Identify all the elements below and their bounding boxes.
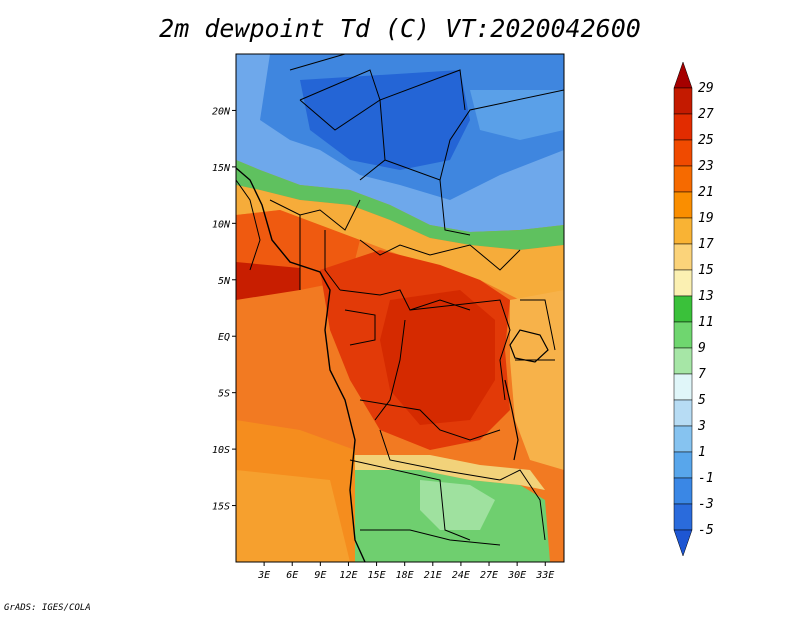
colorbar-label: 3: [697, 419, 706, 434]
colorbar-label: 21: [698, 185, 714, 200]
lon-tick-label: 27E: [480, 570, 498, 581]
colorbar-swatch: [673, 503, 693, 531]
colorbar-swatch: [673, 529, 693, 557]
dewpoint-field: [236, 54, 564, 562]
colorbar-swatch: [673, 321, 693, 349]
latitude-axis: 20N 15N 10N 5N EQ 5S 10S 15S: [212, 106, 236, 513]
colorbar-label: 23: [698, 159, 714, 174]
lon-tick-label: 30E: [507, 570, 526, 581]
colorbar-label: -5: [698, 523, 714, 538]
colorbar-swatch: [673, 373, 693, 401]
lon-tick-label: 21E: [424, 570, 442, 581]
colorbar-swatch: [673, 165, 693, 193]
lake-victoria-shore: [509, 329, 549, 363]
colorbar-swatch: [673, 191, 693, 219]
colorbar-swatch: [673, 139, 693, 167]
lon-tick-label: 24E: [452, 570, 470, 581]
country-borders: [236, 54, 564, 546]
map-frame: [235, 53, 565, 563]
colorbar-label: 17: [698, 237, 714, 252]
lon-tick-label: 15E: [368, 570, 386, 581]
coastline: [236, 167, 366, 562]
colorbar-swatch: [673, 113, 693, 141]
lat-tick-label: 15N: [212, 163, 231, 174]
colorbar-swatch: [673, 477, 693, 505]
grads-credit: GrADS: IGES/COLA: [4, 603, 91, 613]
colorbar-label: 25: [698, 133, 714, 148]
colorbar-swatch: [673, 217, 693, 245]
colorbar-label: 1: [698, 445, 706, 460]
colorbar-label: -1: [698, 471, 714, 486]
lat-tick-label: 10S: [212, 445, 230, 456]
colorbar-label: 15: [698, 263, 714, 278]
colorbar-swatch: [673, 347, 693, 375]
colorbar-label: 7: [698, 367, 706, 382]
lon-tick-label: 9E: [314, 570, 326, 581]
lon-tick-label: 12E: [339, 570, 357, 581]
colorbar-swatch: [673, 269, 693, 297]
colorbar-swatch: [673, 87, 693, 115]
colorbar-label: 29: [698, 81, 714, 96]
longitude-axis: 3E 6E 9E 12E 15E 18E 21E 24E 27E 30E 33E: [257, 562, 554, 581]
colorbar-swatch: [673, 243, 693, 271]
colorbar-swatch: [673, 61, 693, 89]
lon-tick-label: 6E: [286, 570, 298, 581]
lat-tick-label: 10N: [212, 219, 231, 230]
colorbar-label: 27: [698, 107, 714, 122]
colorbar-label: 19: [698, 211, 714, 226]
colorbar-swatch: [673, 425, 693, 453]
colorbar-label: 9: [698, 341, 706, 356]
lake-tanganyika-shore: [504, 379, 519, 461]
colorbar: 29 27 25 23 21 19 17 15 13 11 9 7 5 3 1 -1 -3 -5: [673, 61, 714, 557]
colorbar-label: -3: [698, 497, 714, 512]
colorbar-label: 13: [698, 289, 714, 304]
colorbar-swatch: [673, 451, 693, 479]
lat-tick-label: 20N: [212, 106, 231, 117]
colorbar-label: 11: [698, 315, 714, 330]
lon-tick-label: 18E: [396, 570, 414, 581]
chart-title: 2m dewpoint Td (C) VT:2020042600: [159, 14, 641, 43]
lat-tick-label: 5S: [218, 389, 230, 400]
lat-tick-label: 15S: [212, 502, 230, 513]
colorbar-swatch: [673, 399, 693, 427]
lon-tick-label: 33E: [535, 570, 554, 581]
lat-tick-label: EQ: [218, 332, 230, 343]
lon-tick-label: 3E: [257, 570, 270, 581]
lat-tick-label: 5N: [218, 276, 231, 287]
colorbar-label: 5: [698, 393, 706, 408]
colorbar-swatch: [673, 295, 693, 323]
